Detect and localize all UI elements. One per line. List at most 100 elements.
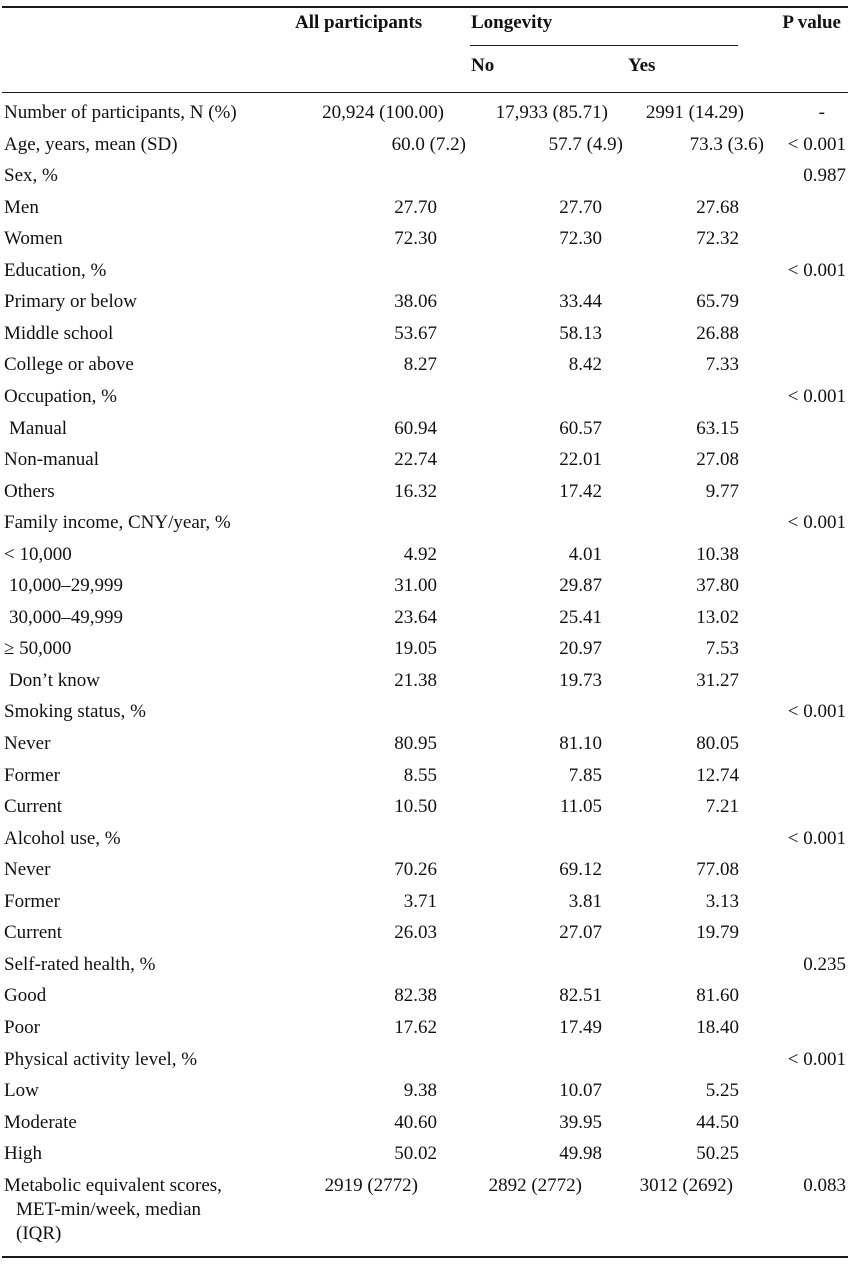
table-row: 10,000–29,999 31.00 29.87 37.80 — [0, 570, 852, 601]
cell-longevity-yes: 19.79 — [696, 922, 739, 944]
cell-longevity-no: 2892 (2772) — [488, 1174, 582, 1196]
table-row: High 50.02 49.98 50.25 — [0, 1138, 852, 1169]
table-row: Don’t know 21.38 19.73 31.27 — [0, 665, 852, 696]
row-label: Sex, % — [4, 165, 58, 187]
cell-all-participants: 26.03 — [394, 922, 437, 944]
cell-all-participants: 3.71 — [403, 890, 437, 912]
table-row: Moderate 40.60 39.95 44.50 — [0, 1107, 852, 1138]
cell-longevity-no: 19.73 — [559, 669, 602, 691]
cell-longevity-no: 81.10 — [559, 733, 602, 754]
cell-all-participants: 53.67 — [394, 322, 437, 344]
cell-all-participants: 27.70 — [394, 196, 437, 218]
cell-longevity-no: 27.70 — [559, 196, 602, 218]
longevity-span-rule — [470, 45, 738, 46]
table-row: Women 72.30 72.30 72.32 — [0, 223, 852, 254]
cell-longevity-no: 25.41 — [559, 606, 602, 628]
table-row: Low 9.38 10.07 5.25 — [0, 1075, 852, 1106]
table-row: Self-rated health, % 0.235 — [0, 949, 852, 980]
row-label: Manual — [9, 417, 68, 439]
cell-all-participants: 38.06 — [394, 291, 437, 313]
cell-longevity-yes: 80.05 — [696, 733, 739, 754]
cell-longevity-yes: 13.02 — [696, 606, 739, 628]
row-label: Moderate — [4, 1111, 77, 1133]
cell-longevity-yes: 18.40 — [696, 1016, 739, 1038]
cell-p-value: < 0.001 — [787, 133, 846, 155]
cell-longevity-no: 49.98 — [559, 1143, 602, 1165]
cell-longevity-yes: 10.38 — [696, 543, 739, 565]
row-label: Age, years, mean (SD) — [4, 133, 178, 155]
row-label: < 10,000 — [4, 543, 72, 565]
cell-longevity-yes: 3.13 — [705, 890, 739, 912]
table-row: Manual 60.94 60.57 63.15 — [0, 413, 852, 444]
cell-longevity-no: 69.12 — [559, 859, 602, 881]
cell-longevity-no: 82.51 — [559, 985, 602, 1007]
cell-longevity-yes: 37.80 — [696, 575, 739, 597]
cell-all-participants: 21.38 — [394, 669, 437, 691]
row-label: Never — [4, 733, 51, 754]
table-row: Former 8.55 7.85 12.74 — [0, 760, 852, 791]
cell-longevity-yes: 27.68 — [696, 196, 739, 218]
cell-longevity-no: 7.85 — [568, 764, 602, 786]
header-all-participants: All participants — [295, 12, 423, 33]
cell-all-participants: 50.02 — [394, 1143, 437, 1165]
cell-all-participants: 17.62 — [394, 1016, 437, 1038]
row-label: Former — [4, 764, 60, 786]
cell-all-participants: 82.38 — [394, 985, 437, 1007]
cell-longevity-no: 17,933 (85.71) — [495, 102, 608, 123]
row-label: Low — [4, 1080, 39, 1102]
cell-longevity-no: 11.05 — [559, 796, 602, 818]
cell-longevity-yes: 77.08 — [696, 859, 739, 881]
table-row: Current 26.03 27.07 19.79 — [0, 917, 852, 948]
cell-all-participants: 40.60 — [394, 1111, 437, 1133]
cell-all-participants: 16.32 — [394, 480, 437, 502]
table-row: Primary or below 38.06 33.44 65.79 — [0, 286, 852, 317]
cell-longevity-yes: 27.08 — [696, 449, 739, 471]
table-header-rule — [2, 92, 848, 93]
cell-longevity-yes: 7.21 — [705, 796, 739, 818]
table-row: Good 82.38 82.51 81.60 — [0, 980, 852, 1011]
table-row: Alcohol use, % < 0.001 — [0, 823, 852, 854]
cell-all-participants: 19.05 — [394, 638, 437, 660]
cell-longevity-yes: 26.88 — [696, 322, 739, 344]
cell-p-value: - — [818, 102, 825, 123]
cell-longevity-no: 57.7 (4.9) — [548, 133, 623, 155]
cell-all-participants: 31.00 — [394, 575, 437, 597]
cell-all-participants: 20,924 (100.00) — [322, 102, 444, 123]
row-label: Poor — [4, 1016, 40, 1038]
header-longevity: Longevity — [471, 12, 553, 33]
row-label: Metabolic equivalent scores, MET-min/week… — [4, 1174, 222, 1244]
cell-longevity-no: 39.95 — [559, 1111, 602, 1133]
cell-longevity-yes: 73.3 (3.6) — [689, 133, 764, 155]
cell-longevity-no: 20.97 — [559, 638, 602, 660]
cell-all-participants: 80.95 — [394, 733, 437, 754]
table-row: Current 10.50 11.05 7.21 — [0, 791, 852, 822]
cell-all-participants: 9.38 — [403, 1080, 437, 1102]
row-label: Men — [4, 196, 39, 218]
row-label: 30,000–49,999 — [9, 606, 123, 628]
table-top-rule — [2, 6, 848, 8]
table-row: ≥ 50,000 19.05 20.97 7.53 — [0, 633, 852, 664]
cell-all-participants: 8.55 — [403, 764, 437, 786]
cell-all-participants: 8.27 — [403, 354, 437, 376]
table-row: College or above 8.27 8.42 7.33 — [0, 349, 852, 380]
cell-longevity-yes: 12.74 — [696, 764, 739, 786]
row-label: Smoking status, % — [4, 701, 146, 723]
cell-longevity-no: 58.13 — [559, 322, 602, 344]
row-label: Education, % — [4, 259, 107, 281]
table-row: Poor 17.62 17.49 18.40 — [0, 1012, 852, 1043]
cell-longevity-no: 8.42 — [568, 354, 602, 376]
cell-longevity-no: 17.42 — [559, 480, 602, 502]
table-row: Never 80.95 81.10 80.05 — [0, 728, 852, 759]
row-label: Middle school — [4, 322, 114, 344]
cell-all-participants: 72.30 — [394, 228, 437, 250]
row-label: Others — [4, 480, 55, 502]
cell-p-value: < 0.001 — [787, 259, 846, 281]
table-row: Men 27.70 27.70 27.68 — [0, 192, 852, 223]
table-row: Never 70.26 69.12 77.08 — [0, 854, 852, 885]
row-label: Occupation, % — [4, 385, 117, 407]
row-label: Don’t know — [9, 669, 100, 691]
table-row: Family income, CNY/year, % < 0.001 — [0, 507, 852, 538]
cell-longevity-yes: 81.60 — [696, 985, 739, 1007]
cell-longevity-no: 3.81 — [568, 890, 602, 912]
row-label: Primary or below — [4, 291, 137, 313]
